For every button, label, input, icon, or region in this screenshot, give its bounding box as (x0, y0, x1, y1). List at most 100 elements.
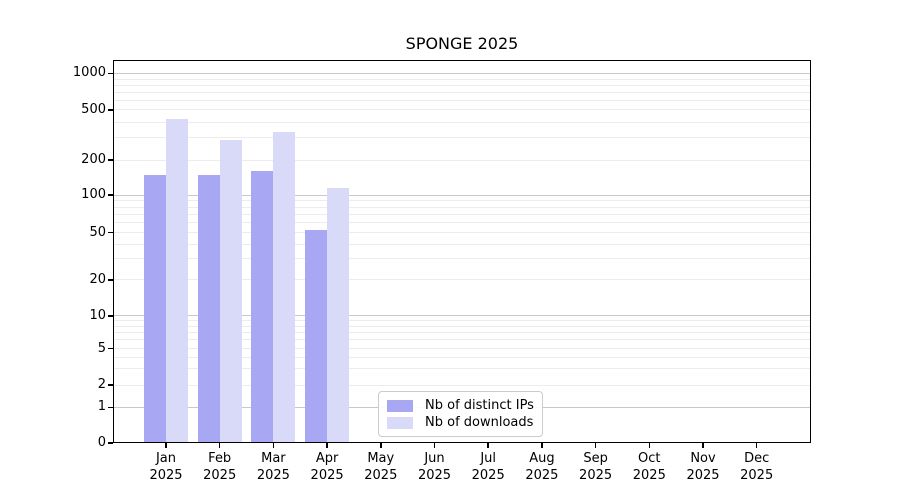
minor-gridline-6 (113, 339, 811, 341)
minor-gridline-80 (113, 206, 811, 208)
y-tick-mark-1 (108, 406, 113, 409)
minor-gridline-9 (113, 320, 811, 322)
bar-ips-apr (305, 230, 328, 443)
y-tick-mark-100 (108, 194, 113, 196)
x-tick-mark-may (380, 443, 382, 448)
legend-swatch-distinct-ips (387, 399, 413, 412)
y-tick-mark-500 (108, 109, 113, 111)
x-tick-mark-jun (433, 443, 436, 448)
x-tick-label-aug: Aug 2025 (512, 450, 572, 484)
x-tick-year: 2025 (740, 468, 774, 483)
y-tick-mark-10 (108, 315, 113, 317)
y-tick-label-0: 0 (97, 435, 106, 450)
x-tick-mark-sep (594, 443, 597, 448)
minor-gridline-900 (113, 78, 811, 80)
x-tick-month: May (367, 451, 395, 466)
x-tick-mark-aug (541, 443, 543, 448)
x-tick-year: 2025 (364, 468, 398, 483)
bar-downloads-apr (327, 187, 350, 443)
y-tick-label-10: 10 (89, 307, 106, 323)
x-tick-month: Jul (480, 451, 497, 466)
x-tick-month: Aug (529, 451, 555, 466)
y-tick-mark-20 (108, 279, 113, 281)
legend: Nb of distinct IPs Nb of downloads (378, 391, 543, 437)
legend-item-distinct-ips: Nb of distinct IPs (387, 397, 534, 414)
minor-gridline-2 (113, 384, 811, 386)
y-tick-label-1: 1 (97, 399, 106, 415)
x-tick-label-jul: Jul 2025 (458, 450, 518, 484)
x-tick-month: Mar (261, 451, 286, 466)
y-tick-label-20: 20 (89, 271, 106, 287)
minor-gridline-20 (113, 279, 811, 281)
x-tick-mark-jan (165, 443, 167, 448)
x-tick-month: Nov (690, 451, 716, 466)
y-tick-label-500: 500 (81, 101, 106, 117)
minor-gridline-60 (113, 222, 811, 224)
minor-gridline-200 (113, 159, 811, 161)
minor-gridline-8 (113, 325, 811, 327)
bar-ips-feb (197, 175, 220, 443)
major-gridline-100 (113, 194, 811, 196)
minor-gridline-70 (113, 213, 811, 215)
x-tick-year: 2025 (310, 468, 344, 483)
x-tick-year: 2025 (579, 468, 613, 483)
bar-ips-jan (144, 174, 166, 443)
minor-gridline-800 (113, 84, 811, 86)
x-tick-label-apr: Apr 2025 (297, 450, 357, 484)
y-tick-mark-2 (108, 384, 113, 386)
x-tick-year: 2025 (525, 468, 559, 483)
legend-label-distinct-ips: Nb of distinct IPs (425, 398, 534, 413)
x-tick-label-jan: Jan 2025 (136, 450, 196, 484)
x-tick-label-nov: Nov 2025 (673, 450, 733, 484)
bar-downloads-feb (219, 139, 242, 443)
x-tick-mark-apr (326, 443, 328, 448)
minor-gridline-5 (113, 348, 811, 349)
minor-gridline-50 (113, 232, 811, 233)
minor-gridline-400 (113, 121, 811, 123)
x-tick-label-dec: Dec 2025 (727, 450, 787, 484)
x-tick-year: 2025 (417, 468, 452, 483)
x-tick-label-sep: Sep 2025 (566, 450, 626, 484)
x-tick-year: 2025 (686, 468, 720, 483)
minor-gridline-500 (113, 109, 811, 111)
minor-gridline-7 (113, 332, 811, 334)
x-tick-label-feb: Feb 2025 (190, 450, 250, 484)
y-tick-label-200: 200 (81, 152, 106, 167)
x-tick-label-jun: Jun 2025 (405, 450, 465, 484)
x-tick-mark-jul (487, 443, 489, 448)
y-tick-label-100: 100 (81, 187, 106, 202)
y-tick-mark-5 (108, 347, 113, 350)
y-tick-label-5: 5 (97, 340, 106, 356)
x-tick-mark-nov (702, 443, 704, 448)
x-tick-year: 2025 (632, 468, 666, 483)
x-tick-year: 2025 (203, 468, 237, 483)
minor-gridline-40 (113, 243, 811, 245)
x-tick-label-oct: Oct 2025 (619, 450, 679, 484)
x-tick-year: 2025 (471, 468, 505, 483)
x-tick-label-may: May 2025 (351, 450, 411, 484)
minor-gridline-600 (113, 99, 811, 101)
bar-downloads-jan (166, 118, 188, 443)
minor-gridline-3 (113, 368, 811, 370)
x-tick-mark-oct (648, 443, 651, 448)
x-tick-label-mar: Mar 2025 (243, 450, 303, 484)
x-tick-month: Jun (424, 451, 445, 466)
y-tick-label-1000: 1000 (72, 65, 106, 81)
x-tick-mark-mar (272, 443, 275, 448)
legend-swatch-downloads (387, 416, 413, 429)
x-tick-month: Apr (315, 451, 339, 466)
major-gridline-1000 (113, 72, 811, 74)
legend-item-downloads: Nb of downloads (387, 414, 534, 431)
major-gridline-10 (113, 315, 811, 317)
bar-ips-mar (251, 170, 274, 443)
plot-area (113, 60, 811, 443)
minor-gridline-90 (113, 200, 811, 202)
minor-gridline-300 (113, 137, 811, 139)
x-tick-month: Dec (744, 451, 770, 466)
x-tick-month: Sep (583, 451, 608, 466)
y-tick-mark-1000 (108, 72, 113, 75)
minor-gridline-700 (113, 91, 811, 93)
minor-gridline-30 (113, 258, 811, 260)
x-tick-mark-dec (755, 443, 758, 448)
